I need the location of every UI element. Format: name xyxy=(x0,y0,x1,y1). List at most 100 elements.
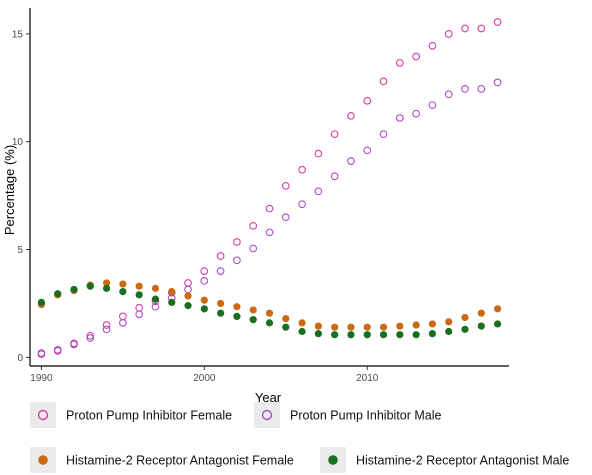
data-point-series-1 xyxy=(493,18,502,26)
y-ticks: 0 5 10 15 xyxy=(12,29,30,364)
data-point-series-2 xyxy=(265,228,274,237)
data-point-series-2 xyxy=(86,334,95,342)
y-tick-label: 5 xyxy=(17,245,23,256)
data-point-series-3 xyxy=(184,292,192,300)
data-point-series-3 xyxy=(151,284,160,292)
data-point-series-2 xyxy=(184,285,192,294)
data-point-series-3 xyxy=(363,323,371,331)
data-point-series-4 xyxy=(282,323,290,331)
data-point-series-1 xyxy=(265,204,274,213)
data-point-series-4 xyxy=(477,322,485,330)
data-point-series-3 xyxy=(412,321,420,329)
data-point-series-2 xyxy=(216,267,225,275)
data-point-series-2 xyxy=(119,319,127,327)
data-point-series-3 xyxy=(282,314,290,323)
y-axis-title: Percentage (%) xyxy=(2,145,17,235)
legend-key-3 xyxy=(38,455,48,465)
data-point-series-1 xyxy=(363,96,372,105)
data-point-series-2 xyxy=(363,146,372,155)
data-point-series-4 xyxy=(347,331,355,339)
data-point-series-4 xyxy=(428,330,437,338)
data-point-series-2 xyxy=(298,200,306,209)
data-point-series-3 xyxy=(217,299,225,308)
data-point-series-4 xyxy=(412,331,420,339)
data-point-series-4 xyxy=(461,325,469,333)
data-point-series-2 xyxy=(281,213,290,222)
data-point-series-3 xyxy=(135,282,143,290)
legend-key-2 xyxy=(261,409,273,421)
data-point-series-2 xyxy=(151,302,160,311)
data-point-series-4 xyxy=(54,290,62,298)
data-point-series-2 xyxy=(461,85,469,93)
x-tick-label: 2010 xyxy=(356,373,379,384)
data-point-series-2 xyxy=(428,101,437,109)
data-point-series-4 xyxy=(119,287,127,296)
data-point-series-4 xyxy=(37,298,46,306)
data-point-series-4 xyxy=(217,309,225,317)
data-point-series-2 xyxy=(395,114,404,122)
data-point-series-3 xyxy=(331,323,339,331)
data-point-series-2 xyxy=(330,172,339,181)
data-point-series-4 xyxy=(331,331,339,339)
data-point-series-2 xyxy=(102,325,111,334)
x-tick-label: 2000 xyxy=(193,373,216,384)
data-point-series-3 xyxy=(428,320,437,328)
data-point-series-4 xyxy=(298,327,306,336)
data-point-series-4 xyxy=(102,284,111,292)
data-point-series-1 xyxy=(461,24,469,33)
data-point-series-3 xyxy=(379,323,388,331)
data-point-series-3 xyxy=(347,323,355,331)
data-point-series-2 xyxy=(249,244,258,253)
plot-points xyxy=(37,18,502,358)
data-point-series-1 xyxy=(184,279,192,287)
data-point-series-4 xyxy=(445,327,453,336)
data-point-series-1 xyxy=(347,111,355,120)
legend-label-2: Proton Pump Inhibitor Male xyxy=(290,409,442,423)
data-point-series-1 xyxy=(314,149,323,158)
data-point-series-1 xyxy=(200,267,209,275)
data-point-series-3 xyxy=(200,296,208,304)
data-point-series-4 xyxy=(200,305,208,313)
data-point-series-1 xyxy=(233,238,241,246)
data-point-series-1 xyxy=(135,303,144,312)
legend-key-1 xyxy=(37,409,49,421)
data-point-series-3 xyxy=(119,280,127,288)
y-tick-label: 15 xyxy=(12,29,24,40)
data-point-series-4 xyxy=(363,331,371,339)
data-point-series-1 xyxy=(379,77,388,86)
data-point-series-3 xyxy=(477,309,485,317)
data-point-series-1 xyxy=(298,165,306,174)
data-point-series-2 xyxy=(412,109,420,118)
data-point-series-4 xyxy=(379,331,388,339)
data-point-series-1 xyxy=(330,130,339,139)
data-point-series-2 xyxy=(493,78,502,87)
data-point-series-4 xyxy=(151,295,160,303)
data-point-series-1 xyxy=(477,24,486,33)
legend-label-3: Histamine-2 Receptor Antagonist Female xyxy=(66,454,294,468)
data-point-series-1 xyxy=(249,221,258,230)
data-point-series-1 xyxy=(444,30,453,38)
data-point-series-4 xyxy=(265,319,274,327)
data-point-series-4 xyxy=(184,302,192,310)
data-point-series-3 xyxy=(168,287,176,296)
data-point-series-3 xyxy=(445,318,453,326)
legend-label-4: Histamine-2 Receptor Antagonist Male xyxy=(356,454,569,468)
data-point-series-3 xyxy=(249,306,257,314)
data-point-series-4 xyxy=(70,285,78,294)
data-point-series-2 xyxy=(135,310,144,319)
data-point-series-3 xyxy=(314,322,322,330)
data-point-series-4 xyxy=(135,291,143,299)
data-point-series-4 xyxy=(249,316,257,324)
data-point-series-2 xyxy=(314,187,323,196)
data-point-series-4 xyxy=(168,298,176,306)
legend-key-4 xyxy=(328,455,338,465)
data-point-series-1 xyxy=(281,182,290,190)
data-point-series-3 xyxy=(265,309,274,317)
legend-key-box xyxy=(254,402,280,428)
data-point-series-2 xyxy=(37,350,46,358)
data-point-series-1 xyxy=(412,52,420,61)
data-point-series-3 xyxy=(493,305,502,313)
data-point-series-1 xyxy=(119,312,127,321)
y-tick-label: 0 xyxy=(17,353,23,364)
